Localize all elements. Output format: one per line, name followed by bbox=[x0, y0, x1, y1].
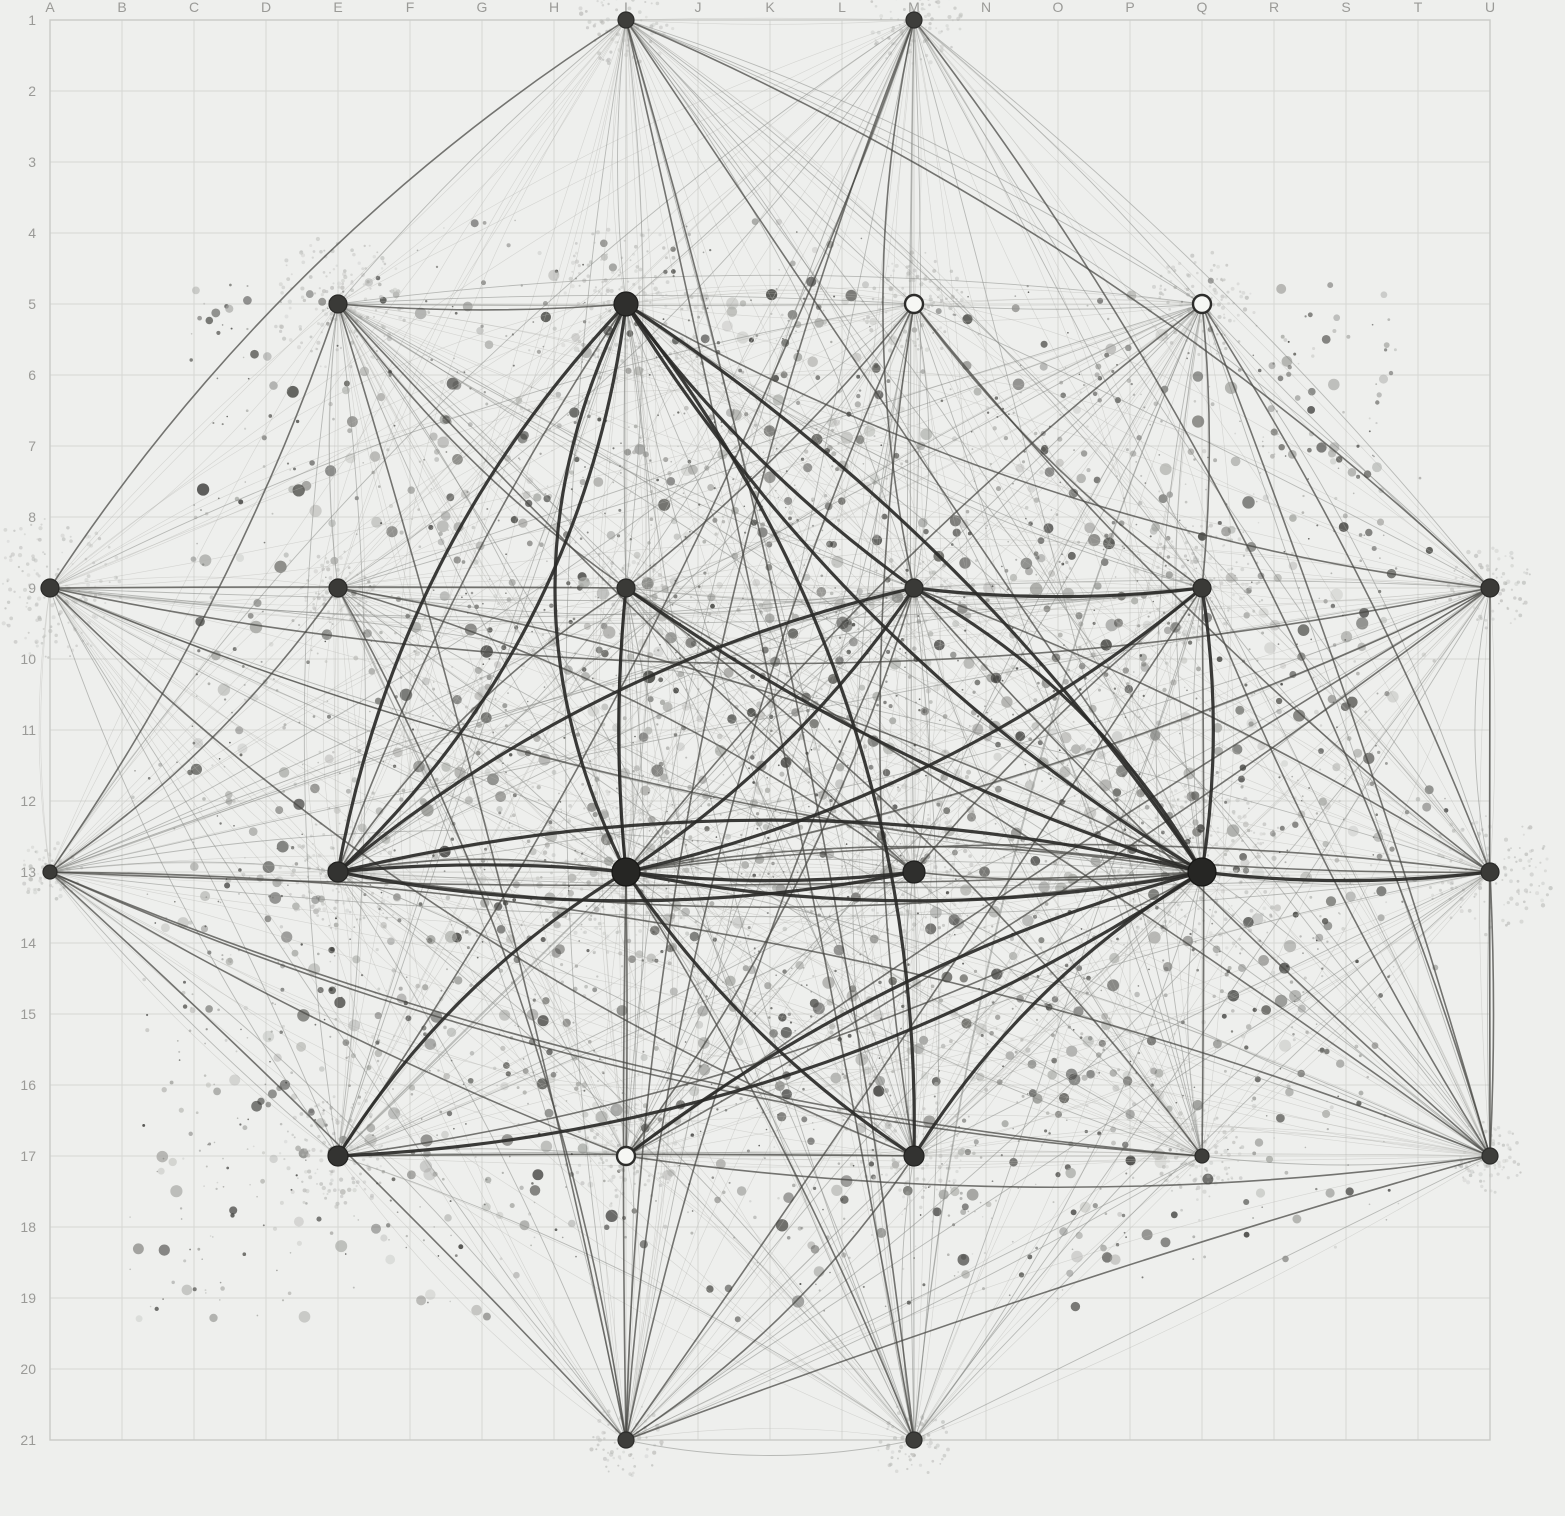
col-label: D bbox=[261, 0, 271, 15]
node-M1 bbox=[906, 12, 922, 28]
node-M9 bbox=[905, 579, 923, 597]
row-label: 2 bbox=[28, 83, 36, 99]
node-I17 bbox=[617, 1147, 635, 1165]
node-M13 bbox=[903, 861, 925, 883]
row-label: 21 bbox=[20, 1432, 36, 1448]
node-M21 bbox=[906, 1432, 922, 1448]
row-label: 14 bbox=[20, 935, 36, 951]
row-label: 8 bbox=[28, 509, 36, 525]
col-label: G bbox=[477, 0, 488, 15]
col-label: O bbox=[1053, 0, 1064, 15]
node-A13 bbox=[43, 865, 57, 879]
node-I21 bbox=[618, 1432, 634, 1448]
node-Q17 bbox=[1195, 1149, 1209, 1163]
node-Q13 bbox=[1188, 858, 1216, 886]
grid bbox=[50, 20, 1490, 1440]
node-I9 bbox=[617, 579, 635, 597]
col-label: R bbox=[1269, 0, 1279, 15]
row-label: 3 bbox=[28, 154, 36, 170]
col-label: P bbox=[1125, 0, 1134, 15]
col-label: B bbox=[117, 0, 126, 15]
node-I5 bbox=[614, 292, 638, 316]
row-label: 6 bbox=[28, 367, 36, 383]
node-U17 bbox=[1482, 1148, 1498, 1164]
row-label: 20 bbox=[20, 1361, 36, 1377]
row-label: 19 bbox=[20, 1290, 36, 1306]
node-M5 bbox=[905, 295, 923, 313]
row-label: 16 bbox=[20, 1077, 36, 1093]
row-label: 5 bbox=[28, 296, 36, 312]
col-label: H bbox=[549, 0, 559, 15]
row-label: 11 bbox=[21, 722, 36, 738]
node-E17 bbox=[328, 1146, 348, 1166]
col-label: K bbox=[765, 0, 775, 15]
col-label: Q bbox=[1197, 0, 1208, 15]
node-U13 bbox=[1481, 863, 1499, 881]
row-label: 9 bbox=[28, 580, 36, 596]
col-label: J bbox=[695, 0, 702, 15]
col-label: L bbox=[838, 0, 846, 15]
node-E13 bbox=[328, 862, 348, 882]
row-label: 10 bbox=[20, 651, 36, 667]
network-diagram: ABCDEFGHIJKLMNOPQRSTU1234567891011121314… bbox=[0, 0, 1565, 1516]
node-E5 bbox=[329, 295, 347, 313]
network-svg: ABCDEFGHIJKLMNOPQRSTU1234567891011121314… bbox=[0, 0, 1565, 1516]
row-label: 15 bbox=[20, 1006, 36, 1022]
col-label: U bbox=[1485, 0, 1495, 15]
node-E9 bbox=[329, 579, 347, 597]
row-label: 12 bbox=[20, 793, 36, 809]
row-label: 7 bbox=[28, 438, 36, 454]
row-label: 13 bbox=[20, 864, 36, 880]
col-label: T bbox=[1414, 0, 1423, 15]
node-I13 bbox=[612, 858, 640, 886]
node-Q5 bbox=[1193, 295, 1211, 313]
row-label: 4 bbox=[28, 225, 36, 241]
node-U9 bbox=[1481, 579, 1499, 597]
row-label: 18 bbox=[20, 1219, 36, 1235]
col-label: E bbox=[333, 0, 342, 15]
col-label: S bbox=[1341, 0, 1350, 15]
col-label: C bbox=[189, 0, 199, 15]
col-label: F bbox=[406, 0, 415, 15]
node-Q9 bbox=[1193, 579, 1211, 597]
row-label: 17 bbox=[20, 1148, 36, 1164]
col-label: N bbox=[981, 0, 991, 15]
node-A9 bbox=[41, 579, 59, 597]
node-I1 bbox=[618, 12, 634, 28]
col-label: A bbox=[45, 0, 55, 15]
node-M17 bbox=[904, 1146, 924, 1166]
row-label: 1 bbox=[28, 12, 36, 28]
